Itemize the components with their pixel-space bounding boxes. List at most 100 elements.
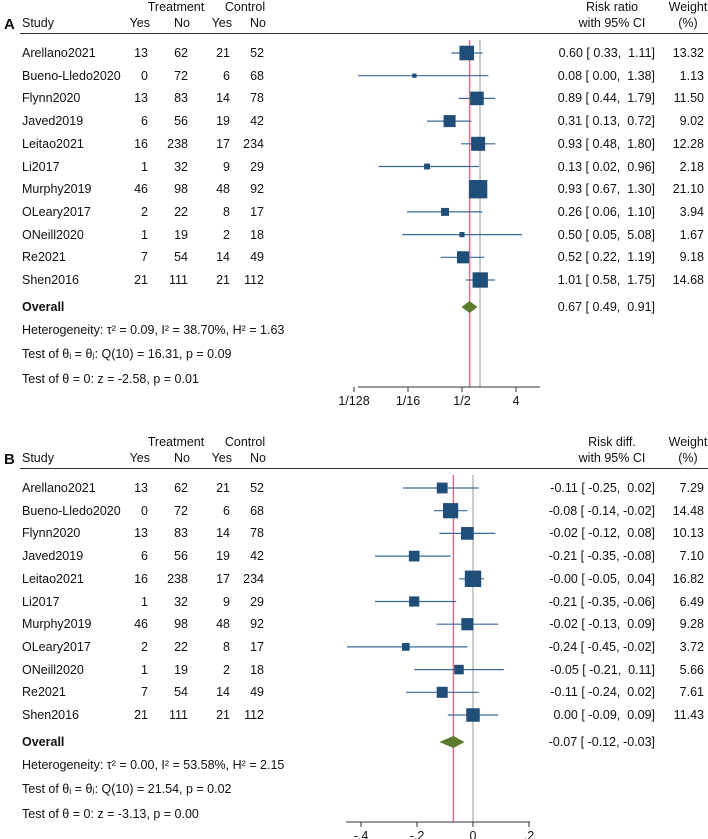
study-name: ONeill2020 [22, 227, 84, 242]
weight: 6.49 [679, 594, 704, 609]
header-effect: Risk diff. [588, 435, 636, 449]
header-c-no: No [250, 451, 266, 465]
control-no: 52 [250, 46, 264, 60]
stat-line: Test of θ = 0: z = -3.13, p = 0.00 [22, 807, 199, 821]
control-yes: 9 [223, 594, 230, 609]
effect-square [459, 232, 465, 238]
effect-square [436, 482, 448, 494]
effect-ci: 0.93 [ 0.67, 1.30] [557, 182, 655, 197]
header-study: Study [22, 451, 54, 465]
effect-ci: -0.02 [ -0.12, 0.08] [549, 526, 655, 541]
control-yes: 17 [216, 571, 230, 586]
header-t-no: No [174, 451, 190, 465]
effect-square [466, 708, 480, 722]
study-name: Re2021 [22, 685, 66, 700]
weight: 12.28 [672, 136, 704, 151]
effect-ci: -0.21 [ -0.35, -0.06] [548, 594, 655, 609]
treatment-no: 54 [174, 685, 188, 700]
weight: 9.28 [679, 617, 704, 632]
control-no: 42 [250, 114, 264, 129]
header-divider [20, 468, 708, 469]
weight: 14.48 [672, 503, 704, 518]
header-t-no: No [174, 16, 190, 30]
treatment-yes: 46 [134, 182, 148, 197]
effect-square [441, 207, 449, 216]
x-tick-label: 1/128 [338, 394, 370, 408]
effect-ci: -0.11 [ -0.24, 0.02] [550, 685, 655, 700]
treatment-yes: 21 [134, 708, 148, 722]
treatment-no: 72 [174, 503, 188, 518]
overall-ci: 0.67 [ 0.49, 0.91] [557, 300, 655, 314]
x-tick-label: 0 [469, 829, 477, 839]
header-c-yes: Yes [211, 16, 232, 30]
treatment-no: 62 [174, 481, 188, 495]
weight: 7.10 [679, 549, 704, 564]
treatment-yes: 13 [134, 46, 148, 60]
control-no: 49 [250, 685, 264, 700]
treatment-yes: 46 [134, 617, 148, 632]
effect-square [409, 596, 420, 607]
weight: 10.13 [672, 526, 704, 541]
treatment-yes: 1 [141, 159, 148, 174]
effect-ci: 0.26 [ 0.06, 1.10] [557, 204, 655, 219]
effect-ci: 0.52 [ 0.22, 1.19] [557, 250, 655, 265]
control-yes: 21 [216, 481, 230, 495]
study-name: OLeary2017 [22, 204, 91, 219]
header-weight-unit: (%) [678, 451, 698, 465]
effect-square [424, 163, 430, 170]
control-yes: 48 [216, 182, 230, 197]
header-treatment: Treatment [147, 435, 205, 449]
treatment-no: 72 [174, 68, 188, 83]
control-no: 52 [250, 481, 264, 495]
treatment-yes: 0 [141, 68, 148, 83]
weight: 21.10 [672, 182, 704, 197]
weight: 2.18 [679, 159, 704, 174]
control-yes: 6 [223, 68, 230, 83]
control-no: 234 [243, 136, 264, 151]
control-yes: 48 [216, 617, 230, 632]
weight: 13.32 [672, 46, 704, 60]
control-no: 17 [250, 204, 264, 219]
treatment-no: 19 [174, 662, 188, 677]
study-name: Bueno-Lledo2020 [22, 503, 121, 518]
treatment-no: 22 [174, 639, 188, 654]
treatment-no: 238 [167, 136, 188, 151]
treatment-no: 238 [167, 571, 188, 586]
effect-ci: 0.93 [ 0.48, 1.80] [557, 136, 655, 151]
weight: 3.94 [679, 204, 704, 219]
treatment-yes: 13 [134, 526, 148, 541]
effect-ci: 0.60 [ 0.33, 1.11] [558, 46, 655, 60]
panel-label: A [4, 16, 15, 33]
control-no: 29 [250, 159, 264, 174]
header-control: Control [224, 0, 266, 14]
study-name: Flynn2020 [22, 526, 81, 541]
treatment-yes: 16 [134, 136, 148, 151]
overall-diamond [461, 301, 478, 313]
treatment-no: 111 [168, 708, 188, 722]
panel-label: B [4, 451, 15, 468]
control-yes: 6 [223, 503, 230, 518]
study-name: Arellano2021 [22, 481, 96, 495]
treatment-no: 22 [174, 204, 188, 219]
effect-ci: -0.05 [ -0.21, 0.11] [550, 662, 655, 677]
study-name: ONeill2020 [22, 662, 84, 677]
control-no: 92 [250, 182, 264, 197]
header-divider [20, 33, 708, 34]
treatment-no: 83 [174, 91, 188, 106]
effect-square [470, 91, 484, 106]
header-effect-ci: with 95% CI [578, 16, 646, 30]
treatment-no: 62 [174, 46, 188, 60]
weight: 14.68 [672, 273, 704, 287]
control-no: 29 [250, 594, 264, 609]
treatment-yes: 13 [134, 91, 148, 106]
weight: 9.18 [679, 250, 704, 265]
treatment-no: 54 [174, 250, 188, 265]
effect-square [456, 251, 470, 264]
study-name: Shen2016 [22, 273, 80, 287]
control-yes: 19 [216, 114, 230, 129]
effect-square [443, 115, 456, 128]
effect-square [468, 180, 488, 199]
effect-ci: -0.02 [ -0.13, 0.09] [549, 617, 655, 632]
effect-square [442, 503, 459, 519]
